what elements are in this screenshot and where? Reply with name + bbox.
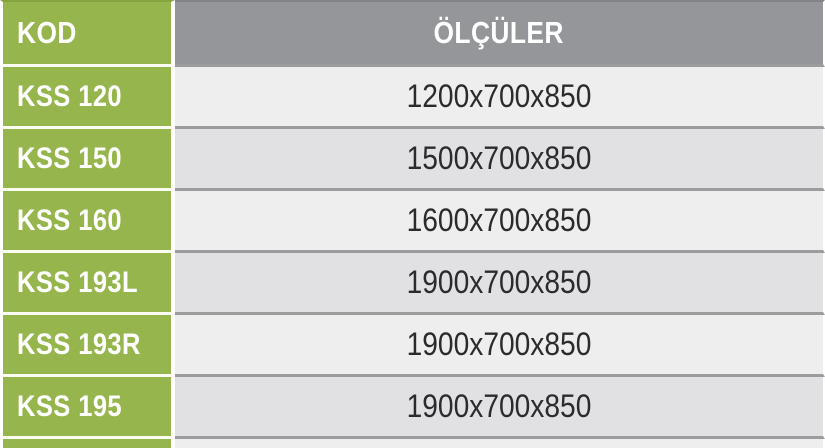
table-row: KSS 195 1900x700x850	[0, 377, 825, 439]
table-row: KSS 193R 1900x700x850	[0, 315, 825, 377]
dimension-value: 1200x700x850	[406, 78, 592, 114]
product-code: KSS 193L	[17, 265, 139, 299]
table-header-row: KOD ÖLÇÜLER	[0, 0, 825, 67]
code-cell: KSS 120	[0, 67, 175, 129]
dimension-value: 1500x700x850	[406, 140, 592, 176]
code-cell: KSS 150	[0, 129, 175, 191]
code-cell: KSS 160	[0, 191, 175, 253]
dimension-cell	[175, 439, 825, 448]
table-row-partial	[0, 439, 825, 448]
table-row: KSS 160 1600x700x850	[0, 191, 825, 253]
dimension-value: 1900x700x850	[406, 388, 592, 424]
table-row: KSS 193L 1900x700x850	[0, 253, 825, 315]
product-code: KSS 195	[17, 389, 123, 423]
dimension-cell: 1500x700x850	[175, 129, 825, 191]
dimension-cell: 1900x700x850	[175, 253, 825, 315]
column-header-kod: KOD	[0, 0, 175, 67]
product-code: KSS 150	[17, 141, 123, 175]
column-header-olculer-label: ÖLÇÜLER	[433, 15, 565, 50]
code-cell: KSS 195	[0, 377, 175, 439]
product-code: KSS 120	[17, 79, 123, 113]
dimension-cell: 1200x700x850	[175, 67, 825, 129]
table-row: KSS 120 1200x700x850	[0, 67, 825, 129]
dimension-cell: 1900x700x850	[175, 315, 825, 377]
dimension-cell: 1600x700x850	[175, 191, 825, 253]
code-cell: KSS 193R	[0, 315, 175, 377]
code-cell: KSS 193L	[0, 253, 175, 315]
code-cell	[0, 439, 175, 448]
column-header-olculer: ÖLÇÜLER	[175, 0, 825, 67]
dimension-value: 1900x700x850	[406, 264, 592, 300]
dimension-cell: 1900x700x850	[175, 377, 825, 439]
product-code: KSS 193R	[17, 327, 141, 361]
product-code: KSS 160	[17, 203, 123, 237]
dimension-value: 1900x700x850	[406, 326, 592, 362]
dimension-value: 1600x700x850	[406, 202, 592, 238]
table-row: KSS 150 1500x700x850	[0, 129, 825, 191]
column-header-kod-label: KOD	[17, 15, 77, 50]
